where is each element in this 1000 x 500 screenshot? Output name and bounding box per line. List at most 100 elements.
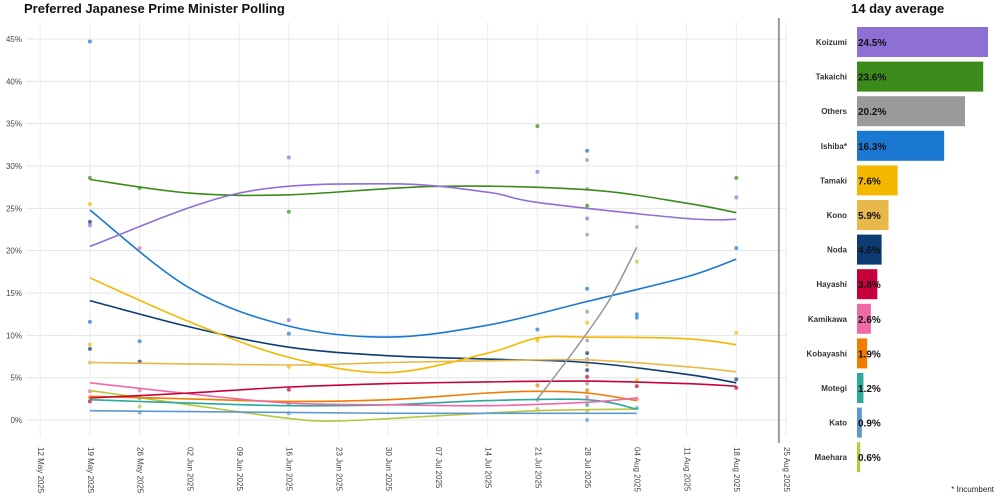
x-tick-label: 19 May 2025 [86,447,95,494]
bar-kamikawa [857,303,871,334]
y-tick-label: 0% [10,416,22,425]
poll-point [585,388,590,393]
bar-noda [857,234,882,265]
bar-value-label: 7.6% [858,176,881,187]
poll-point [734,377,739,382]
bar-value-label: 20.2% [858,107,886,118]
poll-point [634,312,639,317]
poll-point [286,318,291,323]
poll-point [634,384,639,389]
poll-point [634,224,639,229]
poll-point [535,383,540,388]
poll-point [585,286,590,291]
bar-value-label: 4.6% [858,246,881,257]
trend-line-hayashi [89,380,737,399]
bar-category-label: Kamikawa [808,315,848,324]
bar-value-label: 3.8% [858,280,881,291]
poll-point [87,219,92,224]
poll-point [87,39,92,44]
poll-point [87,175,92,180]
x-tick-label: 11 Aug 2025 [682,447,691,492]
poll-point [87,223,92,228]
trend-line-others [536,246,638,400]
y-tick-label: 5% [10,374,22,383]
poll-point [87,202,92,207]
bar-category-label: Kato [829,419,847,428]
poll-point [137,388,142,393]
bar-category-label: Koizumi [816,38,847,47]
trend-line-noda [89,299,737,384]
poll-point [535,338,540,343]
x-tick-label: 23 Jun 2025 [334,447,343,492]
bar-category-label: Kono [827,211,848,220]
bar-kono [857,200,889,230]
bar-value-label: 16.3% [858,142,886,153]
x-tick-label: 28 Jul 2025 [583,447,592,489]
y-tick-label: 40% [6,77,22,86]
poll-point [734,246,739,251]
polling-line-chart: 0% 5% 10% 15% 20% 25% 30% 35% 40% 45% 12 May 2025 1… [6,18,790,494]
x-tick-label: 12 May 2025 [36,447,45,494]
poll-point [286,387,291,392]
x-tick-label: 07 Jul 2025 [434,447,443,489]
poll-point [137,339,142,344]
bar-category-label: Others [821,107,847,116]
bar-category-label: Hayashi [816,280,847,289]
trend-line-kobayashi [89,390,637,403]
x-tick-label: 04 Aug 2025 [633,447,642,492]
bar-chart-title: 14 day average [851,1,945,16]
poll-point [585,338,590,343]
poll-point [286,331,291,336]
poll-point [734,330,739,335]
bar-category-label: Tamaki [820,176,847,185]
bar-hayashi [857,269,878,300]
y-tick-label: 45% [6,35,22,44]
x-tick-label: 21 Jul 2025 [533,447,542,489]
bar-category-label: Maehara [815,453,848,462]
trend-line-kato [89,409,637,415]
y-tick-label: 25% [6,204,22,213]
poll-point [87,346,92,351]
bar-others [857,96,966,127]
y-tick-label: 15% [6,289,22,298]
poll-point [535,124,540,129]
incumbent-note: * Incumbent [951,485,994,494]
bar-value-label: 0.6% [858,453,881,464]
bar-value-label: 5.9% [858,211,881,222]
poll-point [585,363,590,368]
bar-tamaki [857,165,898,196]
bar-maehara [857,442,861,473]
x-tick-label: 18 Aug 2025 [732,447,741,492]
bar-value-label: 2.6% [858,315,881,326]
poll-point [585,232,590,237]
poll-point [137,246,142,251]
poll-point [585,418,590,423]
trend-line-ishiba [89,209,737,338]
poll-point [585,351,590,356]
poll-point [734,195,739,200]
bar-ishiba [857,130,945,161]
bar-category-label: Noda [827,246,848,255]
trend-line-koizumi [89,182,737,248]
poll-point [585,374,590,379]
bar-value-label: 1.2% [858,384,881,395]
average-bar-chart: Koizumi 24.5% Takaichi 23.6% Others 20.2% Ishi… [807,27,988,473]
poll-point [286,209,291,214]
poll-point [585,368,590,373]
bar-value-label: 1.9% [858,349,881,360]
y-tick-label: 20% [6,247,22,256]
x-tick-label: 09 Jun 2025 [235,447,244,492]
poll-point [734,175,739,180]
bar-takaichi [857,61,984,92]
poll-point [286,155,291,160]
bar-koizumi [857,27,988,57]
poll-point [585,158,590,163]
poll-point [535,327,540,332]
y-tick-label: 30% [6,162,22,171]
x-tick-label: 16 Jun 2025 [285,447,294,492]
x-tick-label: 26 May 2025 [136,447,145,494]
trend-line-kono [89,358,737,373]
poll-point [585,309,590,314]
poll-point [137,404,142,409]
bar-kobayashi [857,338,868,369]
